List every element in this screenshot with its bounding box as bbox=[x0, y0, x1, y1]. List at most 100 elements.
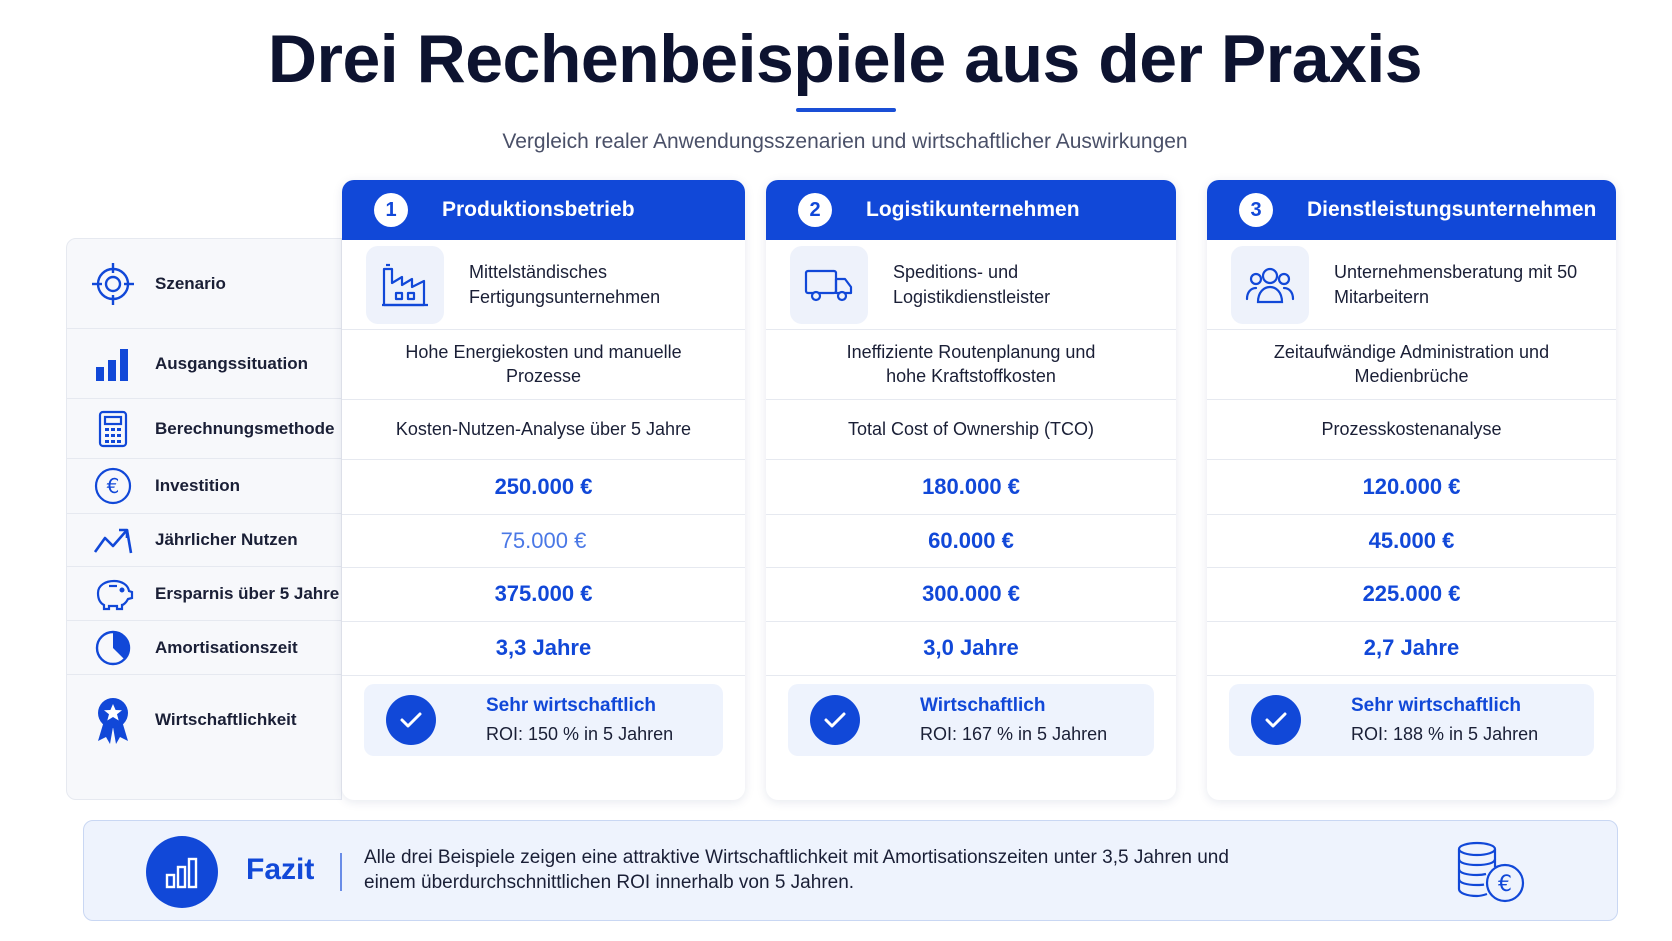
investment-cell: 180.000 € bbox=[766, 460, 1176, 515]
page-subtitle: Vergleich realer Anwendungsszenarien und… bbox=[502, 130, 1188, 153]
example-card-2: 2 Logistikunternehmen Speditions- und Lo… bbox=[766, 180, 1176, 800]
pie-clock-icon bbox=[85, 628, 141, 668]
label-row-payback: Amortisationszeit bbox=[67, 621, 341, 675]
check-icon bbox=[386, 695, 436, 745]
label-row-scenario: Szenario bbox=[67, 239, 341, 329]
target-icon bbox=[85, 261, 141, 307]
label-profitability: Wirtschaftlichkeit bbox=[155, 710, 297, 729]
verdict-roi: ROI: 167 % in 5 Jahren bbox=[920, 723, 1108, 744]
card-title: Logistikunternehmen bbox=[866, 198, 1080, 221]
label-row-profitability: Wirtschaftlichkeit bbox=[67, 675, 341, 765]
investment-cell: 250.000 € bbox=[342, 460, 745, 515]
example-card-3: 3 Dienstleistungsunternehmen Unternehmen… bbox=[1207, 180, 1616, 800]
savings-cell: 375.000 € bbox=[342, 568, 745, 622]
card-number: 3 bbox=[1239, 193, 1273, 227]
svg-text:€: € bbox=[107, 474, 120, 498]
method-cell: Kosten-Nutzen-Analyse über 5 Jahre bbox=[342, 400, 745, 460]
verdict-roi: ROI: 150 % in 5 Jahren bbox=[486, 723, 674, 744]
people-icon bbox=[1231, 245, 1309, 324]
method-cell: Prozesskostenanalyse bbox=[1207, 400, 1616, 460]
label-baseline: Ausgangssituation bbox=[155, 353, 309, 373]
profitability-cell: Wirtschaftlich ROI: 167 % in 5 Jahren bbox=[766, 676, 1176, 766]
baseline-cell: Ineffiziente Routenplanung und hohe Kraf… bbox=[766, 330, 1176, 400]
card-header: 1 Produktionsbetrieb bbox=[342, 180, 745, 240]
verdict-title: Sehr wirtschaftlich bbox=[1351, 694, 1521, 716]
annual-benefit-value: 60.000 € bbox=[928, 527, 1014, 553]
card-title: Dienstleistungsunternehmen bbox=[1307, 198, 1597, 221]
card-number: 1 bbox=[374, 193, 408, 227]
factory-icon bbox=[366, 245, 444, 324]
label-savings: Ersparnis über 5 Jahre bbox=[155, 583, 340, 603]
annual-benefit-cell: 75.000 € bbox=[342, 515, 745, 568]
check-icon bbox=[810, 695, 860, 745]
payback-cell: 2,7 Jahre bbox=[1207, 622, 1616, 676]
award-icon bbox=[85, 695, 141, 745]
savings-value: 225.000 € bbox=[1362, 581, 1461, 607]
fazit-text: Alle drei Beispiele zeigen eine attrakti… bbox=[364, 847, 1229, 893]
piggy-bank-icon bbox=[85, 577, 141, 611]
savings-cell: 225.000 € bbox=[1207, 568, 1616, 622]
label-payback: Amortisationszeit bbox=[155, 637, 298, 657]
verdict-text: Sehr wirtschaftlich ROI: 188 % in 5 Jahr… bbox=[1351, 694, 1538, 746]
trend-icon bbox=[85, 525, 141, 555]
profitability-cell: Sehr wirtschaftlich ROI: 150 % in 5 Jahr… bbox=[342, 676, 745, 766]
calculator-icon bbox=[85, 410, 141, 448]
annual-benefit-value: 75.000 € bbox=[500, 527, 587, 553]
card-header: 2 Logistikunternehmen bbox=[766, 180, 1176, 240]
baseline-cell: Hohe Energiekosten und manuelle Prozesse bbox=[342, 330, 745, 400]
svg-text:€: € bbox=[1498, 872, 1512, 897]
scenario-text: Mittelständisches Fertigungsunternehmen bbox=[469, 262, 661, 307]
truck-icon bbox=[790, 245, 868, 324]
fazit-divider bbox=[340, 853, 342, 891]
verdict-title: Sehr wirtschaftlich bbox=[486, 694, 656, 716]
investment-cell: 120.000 € bbox=[1207, 460, 1616, 515]
verdict-roi: ROI: 188 % in 5 Jahren bbox=[1351, 723, 1539, 744]
savings-cell: 300.000 € bbox=[766, 568, 1176, 622]
verdict-text: Wirtschaftlich ROI: 167 % in 5 Jahren bbox=[920, 694, 1107, 746]
card-number: 2 bbox=[798, 193, 832, 227]
label-scenario: Szenario bbox=[155, 273, 226, 293]
fazit-label: Fazit bbox=[246, 853, 315, 886]
savings-value: 375.000 € bbox=[494, 581, 593, 607]
profitability-cell: Sehr wirtschaftlich ROI: 188 % in 5 Jahr… bbox=[1207, 676, 1616, 766]
euro-circle-icon: € bbox=[85, 466, 141, 506]
coins-euro-icon: € bbox=[1455, 841, 1527, 910]
investment-value: 250.000 € bbox=[494, 473, 593, 499]
payback-cell: 3,0 Jahre bbox=[766, 622, 1176, 676]
payback-value: 2,7 Jahre bbox=[1363, 635, 1460, 661]
verdict-title: Wirtschaftlich bbox=[920, 694, 1046, 716]
card-header: 3 Dienstleistungsunternehmen bbox=[1207, 180, 1616, 240]
label-annual-benefit: Jährlicher Nutzen bbox=[155, 530, 298, 549]
scenario-text: Unternehmensberatung mit 50 Mitarbeitern bbox=[1334, 262, 1578, 307]
check-icon bbox=[1251, 695, 1301, 745]
label-investment: Investition bbox=[155, 476, 241, 495]
annual-benefit-value: 45.000 € bbox=[1368, 527, 1455, 553]
scenario-cell: Speditions- und Logistikdienstleister bbox=[766, 240, 1176, 330]
bar-chart-icon bbox=[85, 347, 141, 381]
card-title: Produktionsbetrieb bbox=[442, 198, 635, 221]
verdict-box: Wirtschaftlich ROI: 167 % in 5 Jahren bbox=[788, 684, 1154, 756]
scenario-text: Speditions- und Logistikdienstleister bbox=[893, 262, 1051, 307]
annual-benefit-cell: 45.000 € bbox=[1207, 515, 1616, 568]
scenario-cell: Unternehmensberatung mit 50 Mitarbeitern bbox=[1207, 240, 1616, 330]
verdict-text: Sehr wirtschaftlich ROI: 150 % in 5 Jahr… bbox=[486, 694, 673, 746]
example-card-1: 1 Produktionsbetrieb Mittelständisches F… bbox=[342, 180, 745, 800]
label-row-investment: € Investition bbox=[67, 459, 341, 514]
investment-value: 120.000 € bbox=[1362, 473, 1461, 499]
verdict-box: Sehr wirtschaftlich ROI: 188 % in 5 Jahr… bbox=[1229, 684, 1594, 756]
label-row-annual: Jährlicher Nutzen bbox=[67, 514, 341, 567]
label-row-baseline: Ausgangssituation bbox=[67, 329, 341, 399]
label-method: Berechnungsmethode bbox=[155, 418, 335, 438]
payback-value: 3,3 Jahre bbox=[495, 635, 592, 661]
row-labels: Szenario Ausgangssituation Berechnungsme… bbox=[66, 238, 342, 800]
investment-value: 180.000 € bbox=[922, 473, 1020, 499]
bar-chart-icon bbox=[146, 836, 218, 908]
verdict-box: Sehr wirtschaftlich ROI: 150 % in 5 Jahr… bbox=[364, 684, 723, 756]
annual-benefit-cell: 60.000 € bbox=[766, 515, 1176, 568]
savings-value: 300.000 € bbox=[922, 581, 1020, 607]
payback-cell: 3,3 Jahre bbox=[342, 622, 745, 676]
label-row-savings: Ersparnis über 5 Jahre bbox=[67, 567, 341, 621]
baseline-cell: Zeitaufwändige Administration und Medien… bbox=[1207, 330, 1616, 400]
label-row-method: Berechnungsmethode bbox=[67, 399, 341, 459]
method-cell: Total Cost of Ownership (TCO) bbox=[766, 400, 1176, 460]
